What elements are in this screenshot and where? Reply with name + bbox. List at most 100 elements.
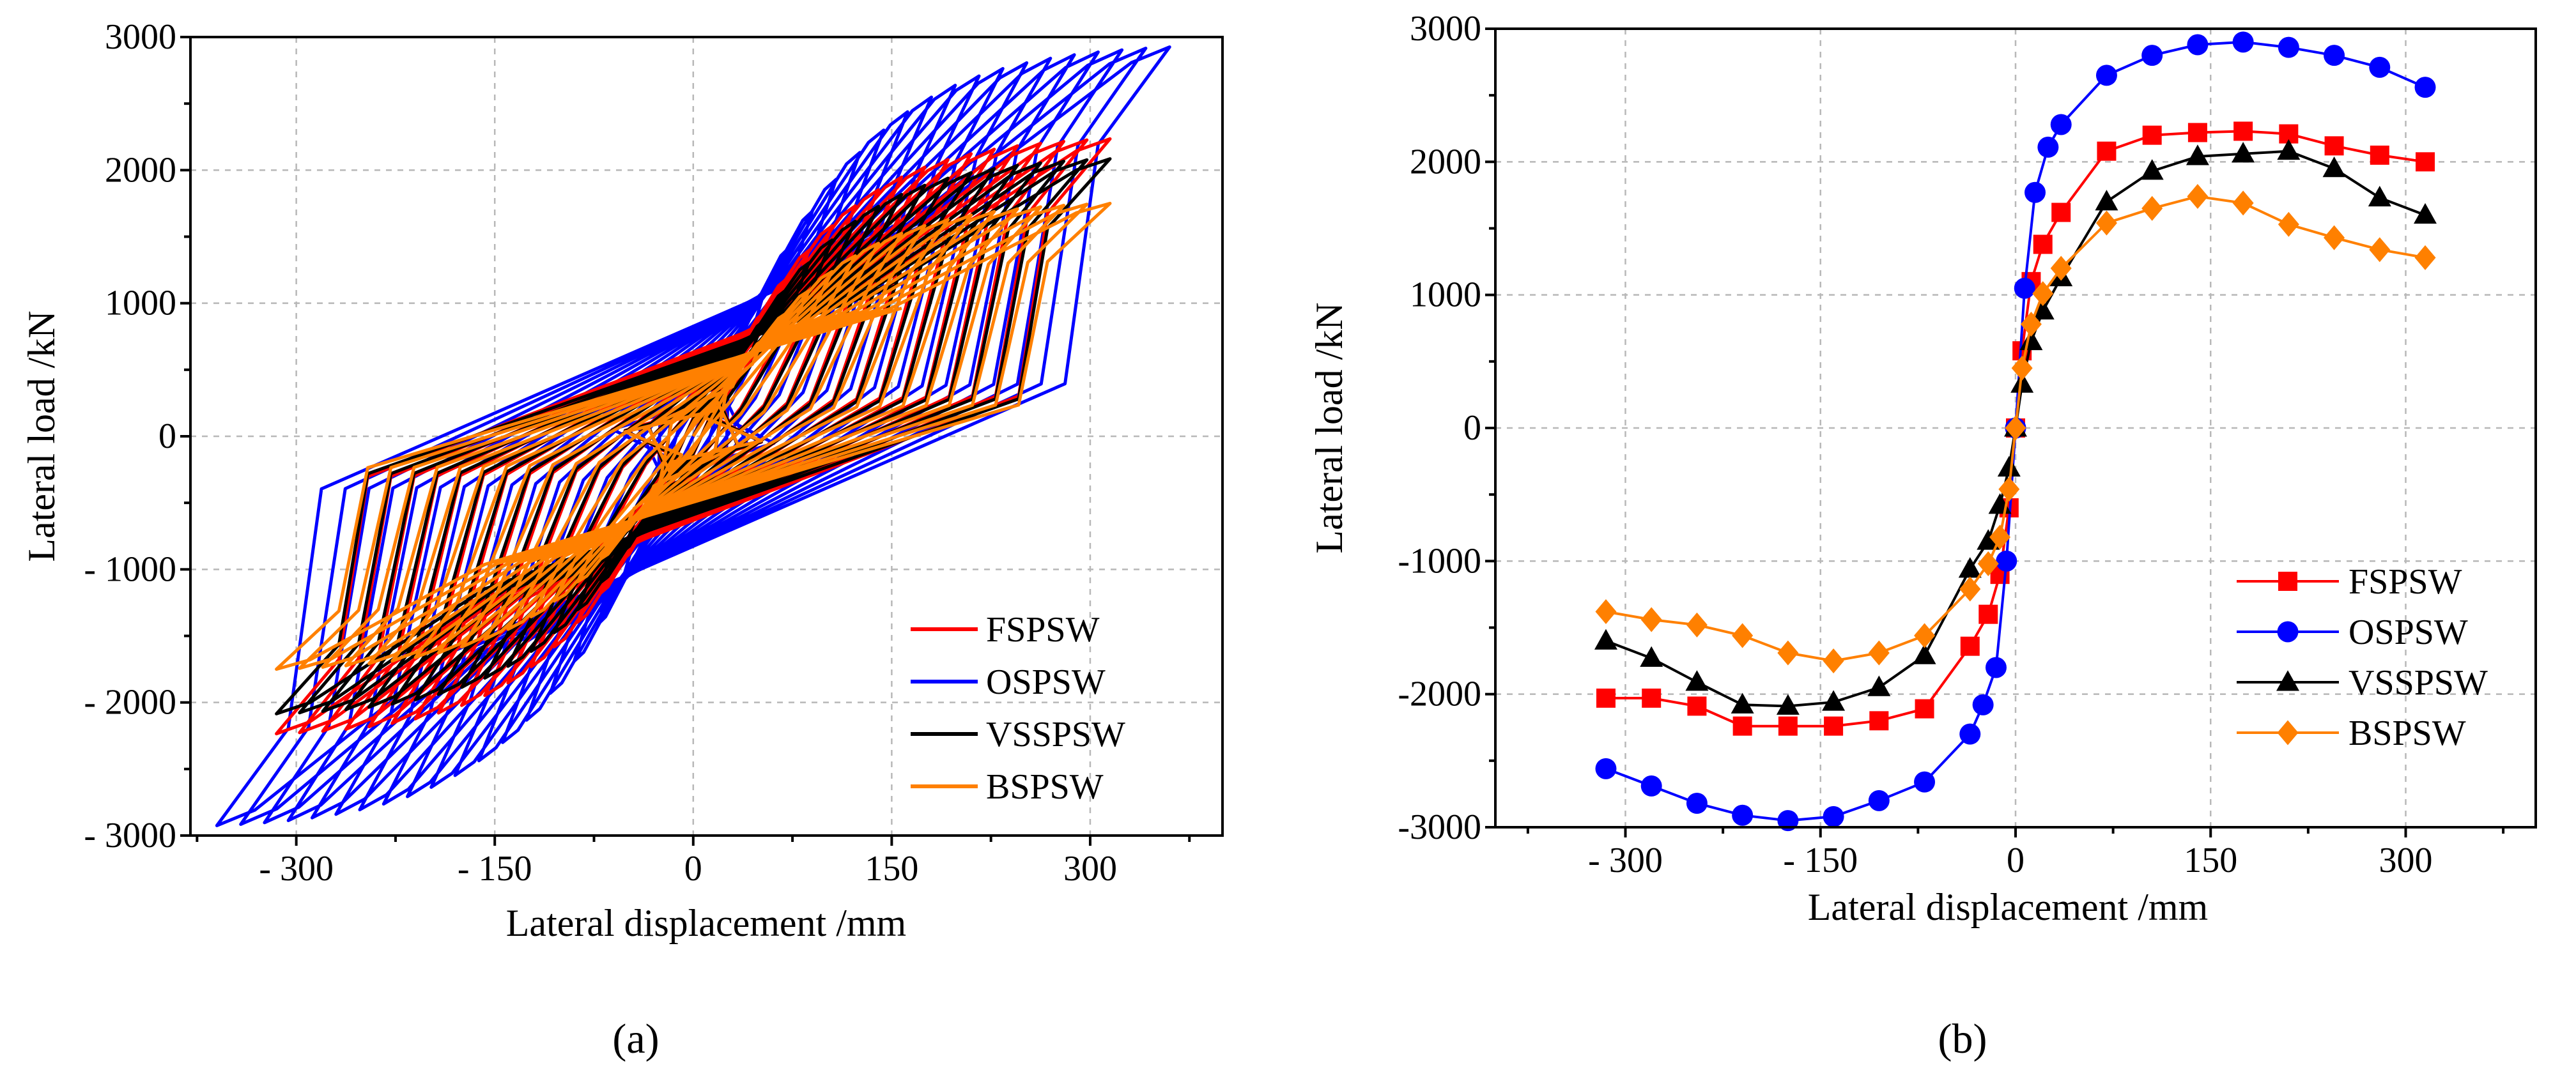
data-point-ospsw (1686, 793, 1708, 814)
data-point-ospsw (2369, 56, 2391, 78)
data-point-bspsw (2414, 245, 2436, 270)
caption-a: (a) (612, 1016, 659, 1062)
data-point-vsspsw (1913, 643, 1936, 664)
data-point-vsspsw (1685, 670, 1709, 691)
legend-marker-vsspsw (2276, 670, 2299, 691)
data-point-bspsw (1998, 477, 2020, 502)
legend-label-fspsw: FSPSW (2348, 562, 2462, 602)
legend-label-ospsw: OSPSW (2348, 613, 2468, 652)
legend-label-bspsw: BSPSW (986, 767, 1104, 807)
data-point-ospsw (1868, 790, 1890, 811)
data-point-vsspsw (2414, 202, 2437, 224)
data-point-ospsw (2050, 114, 2072, 135)
y-tick-label: 1000 (105, 284, 176, 323)
data-point-bspsw (2232, 190, 2254, 216)
data-point-vsspsw (1958, 557, 1982, 578)
data-point-ospsw (1823, 806, 1844, 827)
y-tick-label: 3000 (105, 17, 176, 57)
data-point-ospsw (2141, 45, 2163, 66)
data-point-fspsw (1915, 699, 1934, 719)
data-point-bspsw (1640, 607, 1662, 632)
data-point-fspsw (1960, 636, 1980, 656)
data-point-vsspsw (2368, 185, 2391, 207)
data-point-ospsw (1972, 694, 1994, 715)
x-tick-label: - 300 (259, 849, 334, 889)
data-point-vsspsw (2277, 139, 2301, 160)
data-point-bspsw (1868, 640, 1890, 666)
x-tick-label: 0 (684, 849, 702, 889)
legend-marker-bspsw (2277, 720, 2299, 745)
legend-marker-fspsw (2278, 572, 2297, 591)
legend-label-vsspsw: VSSPSW (2348, 663, 2488, 703)
data-point-bspsw (1732, 623, 1754, 648)
panel-b-y-axis-label: Lateral load /kN (1308, 302, 1350, 553)
data-point-fspsw (1824, 716, 1844, 736)
panel-b-axis-ticks: - 300 - 150 0 150 300 3000 2000 1000 0 -1000 -2000… (1398, 9, 2505, 880)
data-point-fspsw (2370, 145, 2389, 165)
data-point-bspsw (1959, 576, 1981, 602)
data-point-fspsw (2142, 125, 2162, 145)
data-point-bspsw (1823, 648, 1844, 674)
data-point-bspsw (2005, 415, 2026, 441)
data-point-ospsw (1732, 804, 1754, 826)
y-tick-label: -3000 (1398, 807, 1481, 847)
data-point-vsspsw (2031, 298, 2055, 320)
panel-b-x-axis-label: Lateral displacement /mm (1808, 886, 2208, 928)
data-point-vsspsw (1997, 455, 2021, 477)
panel-b-legend: FSPSW OSPSW VSSPSW BSPSW (2237, 562, 2488, 753)
y-tick-label: -1000 (1398, 541, 1481, 581)
data-point-fspsw (1978, 604, 1998, 624)
x-tick-label: 0 (2007, 841, 2025, 880)
x-tick-label: - 150 (1783, 841, 1858, 880)
data-point-bspsw (1595, 599, 1617, 624)
legend-label-fspsw: FSPSW (986, 610, 1100, 650)
x-tick-label: - 150 (458, 849, 532, 889)
data-point-fspsw (2416, 152, 2435, 172)
panel-a-hysteresis-chart: - 300 - 150 0 150 300 3000 2000 1000 0 - 1000 - 20… (20, 17, 1224, 944)
y-tick-label: - 3000 (84, 816, 176, 855)
data-point-vsspsw (2095, 190, 2118, 211)
data-point-bspsw (2369, 237, 2391, 263)
data-point-bspsw (1977, 551, 1999, 576)
series-line-bspsw (275, 201, 1112, 671)
data-point-ospsw (1985, 657, 2007, 678)
caption-b: (b) (1938, 1016, 1987, 1062)
data-point-fspsw (1687, 696, 1707, 716)
data-point-ospsw (2414, 77, 2436, 98)
data-point-bspsw (2020, 312, 2042, 337)
data-point-fspsw (1732, 716, 1752, 736)
data-point-ospsw (1777, 810, 1799, 832)
data-point-fspsw (2051, 202, 2071, 222)
x-tick-label: 150 (2184, 841, 2237, 880)
data-point-ospsw (2187, 34, 2209, 56)
data-point-bspsw (2324, 225, 2345, 250)
data-point-ospsw (2232, 31, 2254, 53)
y-tick-label: 1000 (1410, 275, 1481, 315)
panel-a-legend: FSPSW OSPSW VSSPSW BSPSW (911, 610, 1125, 807)
data-point-fspsw (2187, 123, 2207, 142)
data-point-fspsw (2233, 121, 2253, 141)
data-point-vsspsw (2019, 329, 2043, 351)
data-point-ospsw (1996, 550, 2017, 572)
data-point-ospsw (1595, 758, 1617, 779)
x-tick-label: 300 (1063, 849, 1117, 889)
data-point-vsspsw (1822, 690, 1846, 711)
data-point-bspsw (2187, 184, 2209, 209)
data-point-vsspsw (1776, 694, 1800, 715)
x-tick-label: 300 (2379, 841, 2433, 880)
y-tick-label: 3000 (1410, 9, 1481, 49)
data-point-bspsw (1777, 640, 1799, 666)
y-tick-label: 2000 (1410, 142, 1481, 181)
data-point-ospsw (2037, 136, 2059, 158)
data-point-bspsw (1989, 524, 2011, 550)
data-point-bspsw (2011, 355, 2033, 381)
x-tick-label: - 300 (1588, 841, 1663, 880)
data-point-fspsw (1869, 711, 1889, 731)
data-point-vsspsw (2186, 144, 2209, 165)
data-point-bspsw (2141, 195, 2163, 221)
data-point-bspsw (2050, 256, 2072, 281)
data-point-fspsw (2097, 141, 2117, 161)
data-point-fspsw (1642, 688, 1662, 708)
legend-label-ospsw: OSPSW (986, 662, 1106, 702)
